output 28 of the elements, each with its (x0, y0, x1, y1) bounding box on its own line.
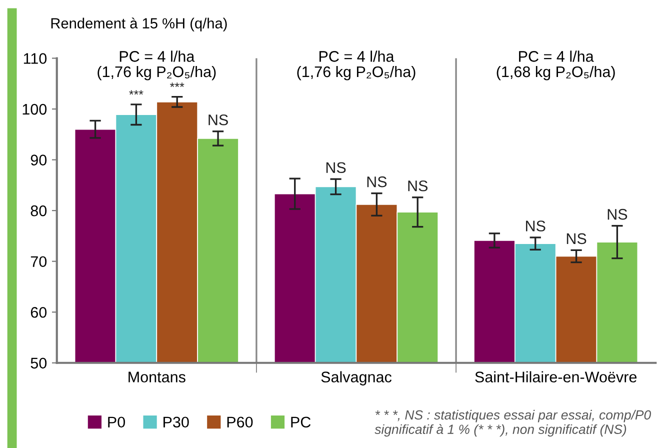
data-label: NS (526, 220, 546, 232)
y-tick-label: 70 (30, 256, 47, 268)
annotation: PC = 4 l/ha (1,76 kg P₂O₅/ha) (297, 50, 416, 80)
legend-label: P30 (164, 416, 189, 428)
data-label: NS (208, 114, 228, 126)
data-label: NS (326, 162, 346, 174)
y-tick-label: 60 (30, 306, 47, 318)
data-label: NS (367, 176, 387, 188)
y-axis-title: Rendement à 15 %H (q/ha) (51, 18, 227, 32)
annotation: PC = 4 l/ha (1,68 kg P₂O₅/ha) (496, 50, 615, 80)
data-label: *** (170, 82, 184, 87)
y-tick-label: 50 (30, 358, 47, 369)
data-label: NS (408, 180, 428, 192)
data-label: NS (608, 208, 628, 220)
y-tick-label: 100 (22, 104, 47, 115)
legend-label: PC (291, 416, 311, 428)
x-tick-label: Saint-Hilaire-en-Woëvre (475, 371, 637, 382)
legend-label: P0 (108, 416, 125, 428)
text: * * *, NS : statistiques essai par essai, comp/P0 significatif à 1 % (* * *), non significatif (NS) (374, 410, 651, 437)
y-tick-label: 90 (30, 154, 47, 166)
data-label: NS (566, 233, 586, 244)
annotation: PC = 4 l/ha (1,76 kg P₂O₅/ha) (98, 50, 216, 80)
y-tick-label: 80 (30, 205, 47, 216)
x-tick-label: Salvagnac (321, 371, 392, 386)
x-tick-label: Montans (128, 372, 186, 382)
legend-label: P60 (227, 416, 253, 428)
data-label: *** (129, 90, 144, 95)
y-tick-label: 110 (24, 53, 47, 64)
